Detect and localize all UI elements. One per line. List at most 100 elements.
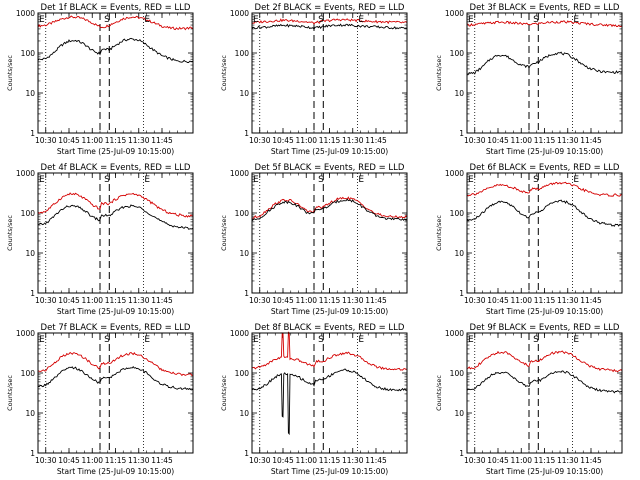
y-tick-label: 10 xyxy=(239,409,249,418)
event-marker-label: E xyxy=(39,175,45,185)
x-tick-label: 10:45 xyxy=(58,296,80,305)
x-tick-label: 11:15 xyxy=(319,456,341,465)
x-tick-label: 10:45 xyxy=(272,296,294,305)
plot-frame xyxy=(251,172,408,294)
x-tick-label: 11:45 xyxy=(151,136,173,145)
y-tick-label: 100 xyxy=(450,49,465,58)
x-tick-label: 11:15 xyxy=(105,296,127,305)
event-marker-label: E xyxy=(253,335,259,345)
y-tick-label: 1 xyxy=(244,129,249,138)
y-tick-label: 1000 xyxy=(16,9,35,18)
y-tick-label: 1 xyxy=(30,449,35,458)
plot-frame xyxy=(466,12,623,134)
chart-title: Det 3f BLACK = Events, RED = LLD xyxy=(470,3,620,13)
chart-title: Det 1f BLACK = Events, RED = LLD xyxy=(41,3,191,13)
x-axis-label: Start Time (25-Jul-09 10:15:00) xyxy=(271,307,388,316)
y-tick-label: 1000 xyxy=(230,169,249,178)
y-tick-label: 100 xyxy=(21,369,36,378)
y-tick-label: 10 xyxy=(454,89,464,98)
x-tick-label: 11:00 xyxy=(81,296,103,305)
x-tick-label: 10:30 xyxy=(35,456,57,465)
chart-title: Det 2f BLACK = Events, RED = LLD xyxy=(255,3,405,13)
x-tick-label: 11:45 xyxy=(151,456,173,465)
x-tick-label: 11:00 xyxy=(295,136,317,145)
x-tick-label: 11:30 xyxy=(128,136,150,145)
chart-panel: Det 4f BLACK = Events, RED = LLD Counts/s… xyxy=(6,163,194,316)
event-marker-label: S xyxy=(104,335,110,345)
y-tick-label: 10 xyxy=(25,249,35,258)
x-tick-label: 10:45 xyxy=(272,136,294,145)
y-tick-label: 1000 xyxy=(445,9,464,18)
y-tick-label: 10 xyxy=(25,89,35,98)
chart-title: Det 4f BLACK = Events, RED = LLD xyxy=(41,163,191,173)
lld-series-line xyxy=(251,196,408,219)
y-tick-label: 100 xyxy=(235,369,250,378)
event-marker-label: S xyxy=(318,15,324,25)
x-axis-label: Start Time (25-Jul-09 10:15:00) xyxy=(486,307,603,316)
y-tick-label: 1000 xyxy=(445,329,464,338)
x-tick-label: 11:15 xyxy=(105,456,127,465)
x-tick-label: 10:30 xyxy=(464,136,486,145)
lld-series-line xyxy=(251,331,408,371)
chart-title: Det 9f BLACK = Events, RED = LLD xyxy=(470,323,620,333)
plot-frame xyxy=(466,332,623,454)
y-tick-label: 1000 xyxy=(16,169,35,178)
y-tick-label: 1000 xyxy=(230,9,249,18)
plot-frame xyxy=(37,172,194,294)
x-tick-label: 11:15 xyxy=(534,136,556,145)
event-marker-label: E xyxy=(144,335,150,345)
x-tick-label: 11:15 xyxy=(534,456,556,465)
y-tick-label: 1000 xyxy=(16,329,35,338)
x-tick-label: 10:30 xyxy=(249,456,271,465)
events-series-line xyxy=(37,365,194,391)
chart-panel: Det 2f BLACK = Events, RED = LLD Counts/s… xyxy=(220,3,408,156)
y-tick-label: 10 xyxy=(239,249,249,258)
x-axis-label: Start Time (25-Jul-09 10:15:00) xyxy=(57,307,174,316)
x-tick-label: 11:30 xyxy=(342,296,364,305)
events-series-line xyxy=(37,204,194,230)
lld-series-line xyxy=(251,18,408,25)
event-marker-label: E xyxy=(358,335,364,345)
chart-panel: Det 3f BLACK = Events, RED = LLD Counts/s… xyxy=(435,3,623,156)
x-tick-label: 11:45 xyxy=(151,296,173,305)
y-axis-label: Counts/sec xyxy=(220,375,228,411)
y-axis-label: Counts/sec xyxy=(435,375,443,411)
x-tick-label: 11:30 xyxy=(128,296,150,305)
y-tick-label: 1000 xyxy=(445,169,464,178)
lld-series-line xyxy=(466,181,623,197)
event-marker-label: E xyxy=(144,15,150,25)
events-series-line xyxy=(37,37,194,63)
chart-title: Det 7f BLACK = Events, RED = LLD xyxy=(41,323,191,333)
x-tick-label: 11:45 xyxy=(580,296,602,305)
y-tick-label: 10 xyxy=(239,89,249,98)
x-tick-label: 11:45 xyxy=(365,296,387,305)
x-axis-label: Start Time (25-Jul-09 10:15:00) xyxy=(271,147,388,156)
x-axis-label: Start Time (25-Jul-09 10:15:00) xyxy=(57,467,174,476)
y-axis-label: Counts/sec xyxy=(435,215,443,251)
lld-series-line xyxy=(466,350,623,373)
y-tick-label: 100 xyxy=(450,369,465,378)
y-tick-label: 10 xyxy=(25,409,35,418)
x-tick-label: 10:45 xyxy=(487,456,509,465)
y-tick-label: 1 xyxy=(459,129,464,138)
y-tick-label: 10 xyxy=(454,249,464,258)
x-tick-label: 10:30 xyxy=(35,136,57,145)
x-tick-label: 11:45 xyxy=(365,136,387,145)
lld-series-line xyxy=(37,351,194,377)
y-axis-label: Counts/sec xyxy=(6,375,14,411)
x-tick-label: 11:00 xyxy=(81,456,103,465)
y-axis-label: Counts/sec xyxy=(6,215,14,251)
y-axis-label: Counts/sec xyxy=(435,55,443,91)
y-axis-label: Counts/sec xyxy=(6,55,14,91)
x-tick-label: 11:15 xyxy=(534,296,556,305)
x-tick-label: 11:00 xyxy=(81,136,103,145)
event-marker-label: E xyxy=(253,15,259,25)
y-tick-label: 100 xyxy=(235,49,250,58)
x-tick-label: 11:15 xyxy=(319,296,341,305)
event-marker-label: E xyxy=(573,15,579,25)
chart-panel: Det 7f BLACK = Events, RED = LLD Counts/s… xyxy=(6,323,194,476)
x-tick-label: 11:00 xyxy=(510,136,532,145)
y-tick-label: 100 xyxy=(21,49,36,58)
event-marker-label: S xyxy=(533,335,539,345)
